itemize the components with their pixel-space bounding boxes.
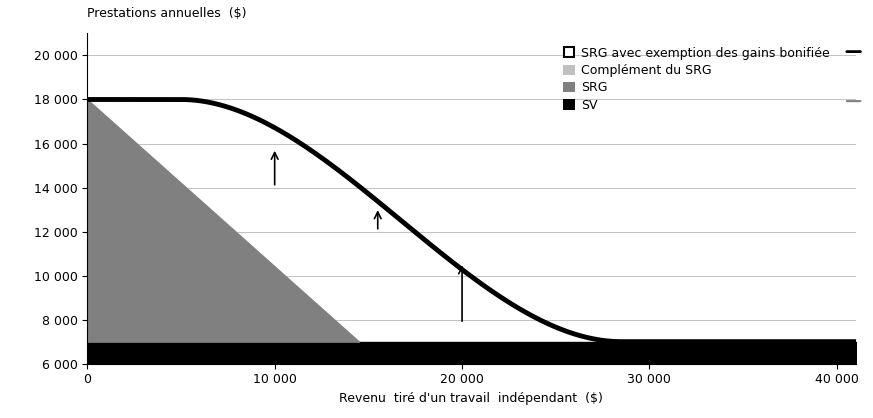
Text: Prestations annuelles  ($): Prestations annuelles ($) xyxy=(87,7,247,20)
Legend: SRG avec exemption des gains bonifiée, Complément du SRG, SRG, SV: SRG avec exemption des gains bonifiée, C… xyxy=(559,43,834,116)
X-axis label: Revenu  tiré d'un travail  indépendant  ($): Revenu tiré d'un travail indépendant ($) xyxy=(340,392,603,405)
